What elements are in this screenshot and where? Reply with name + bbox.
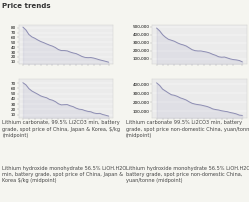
Text: Lithium hydroxide monohydrate 56.5% LiOH.H2O
min, battery grade, spot price of C: Lithium hydroxide monohydrate 56.5% LiOH… [2,166,127,183]
Text: Lithium carbonate 99.5% Li2CO3 min, battery
grade, spot price non-domestic China: Lithium carbonate 99.5% Li2CO3 min, batt… [126,120,249,138]
Text: Lithium carbonate, 99.5% Li2CO3 min, battery
grade, spot price of China, Japan &: Lithium carbonate, 99.5% Li2CO3 min, bat… [2,120,121,138]
Text: Lithium hydroxide monohydrate 56.5% LiOH.H2O,
battery grade, spot price non-dome: Lithium hydroxide monohydrate 56.5% LiOH… [126,166,249,183]
Text: Price trends: Price trends [2,3,51,9]
